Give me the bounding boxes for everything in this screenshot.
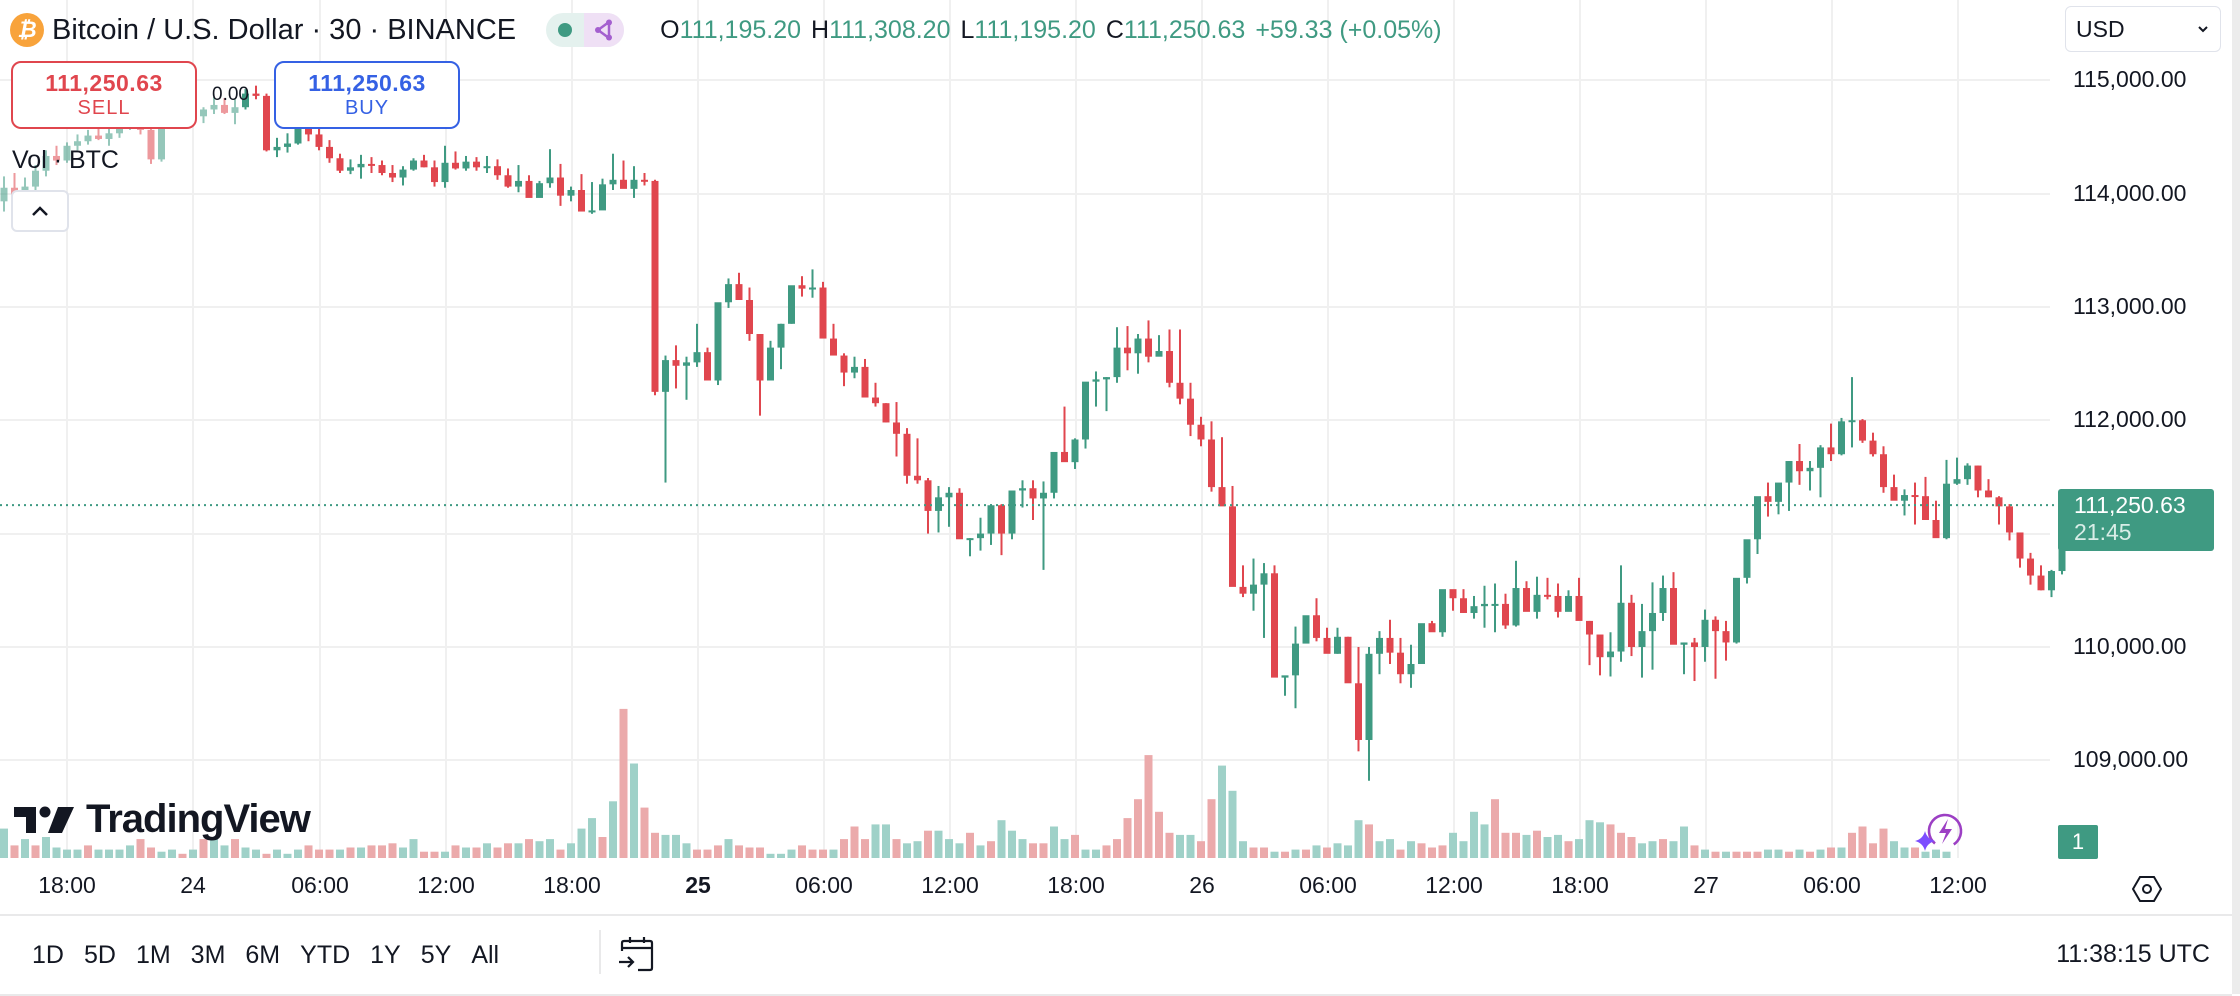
range-button-1d[interactable]: 1D xyxy=(32,941,64,969)
time-tick-label: 12:00 xyxy=(1425,872,1483,898)
price-tick-label: 110,000.00 xyxy=(2073,633,2187,659)
volume-indicator-label[interactable]: Vol · BTC xyxy=(12,146,119,174)
time-tick-label: 18:00 xyxy=(1047,872,1105,898)
bottom-toolbar: 1D 5D 1M 3M 6M YTD 1Y 5Y All 11:38:15 UTC xyxy=(0,914,2232,996)
close-value: 111,250.63 xyxy=(1123,15,1246,44)
buy-price: 111,250.63 xyxy=(308,70,426,96)
time-tick-label: 12:00 xyxy=(1929,872,1987,898)
high-value: 111,308.20 xyxy=(829,15,951,44)
candlestick-plot[interactable] xyxy=(0,0,2232,912)
range-button-5d[interactable]: 5D xyxy=(83,941,116,969)
market-open-indicator xyxy=(546,13,584,47)
range-button-1y[interactable]: 1Y xyxy=(370,941,401,969)
time-tick-label: 25 xyxy=(685,872,711,898)
right-gutter xyxy=(2232,0,2240,994)
sell-button[interactable]: 111,250.63 SELL xyxy=(11,61,197,129)
open-label: O xyxy=(660,15,680,44)
buy-button[interactable]: 111,250.63 BUY xyxy=(274,61,460,129)
indicator-value: 0.00 xyxy=(212,84,249,105)
time-tick-label: 06:00 xyxy=(291,872,349,898)
share-nodes-icon xyxy=(595,19,613,41)
close-label: C xyxy=(1105,15,1124,44)
market-status-pill[interactable] xyxy=(546,13,625,47)
utc-clock[interactable]: 11:38:15 UTC xyxy=(2056,940,2210,968)
high-label: H xyxy=(811,15,830,44)
range-button-3m[interactable]: 3M xyxy=(190,941,226,969)
low-label: L xyxy=(960,15,975,44)
time-tick-label: 26 xyxy=(1189,872,1215,898)
time-tick-label: 06:00 xyxy=(1803,872,1861,898)
time-tick-label: 27 xyxy=(1693,872,1719,898)
range-button-ytd[interactable]: YTD xyxy=(300,941,351,969)
sell-price: 111,250.63 xyxy=(45,70,163,96)
price-tick-label: 109,000.00 xyxy=(2073,746,2189,772)
range-button-6m[interactable]: 6M xyxy=(245,941,281,969)
ai-assistant-icon[interactable] xyxy=(1915,811,1965,855)
last-price-tag: 111,250.63 21:45 xyxy=(2058,489,2214,551)
currency-selected: USD xyxy=(2076,15,2125,42)
symbol-title[interactable]: Bitcoin / U.S. Dollar · 30 · BINANCE xyxy=(52,13,517,46)
price-tick-label: 114,000.00 xyxy=(2073,180,2187,206)
logo-text: TradingView xyxy=(86,797,311,841)
symbol-legend: ₿ Bitcoin / U.S. Dollar · 30 · BINANCE O… xyxy=(10,10,1442,50)
time-tick-label: 18:00 xyxy=(38,872,96,898)
price-tick-label: 113,000.00 xyxy=(2073,293,2187,319)
events-badge[interactable]: 1 xyxy=(2058,825,2098,859)
bitcoin-icon: ₿ xyxy=(10,13,44,47)
tradingview-logo[interactable]: TradingView xyxy=(14,797,311,842)
time-tick-label: 06:00 xyxy=(1299,872,1357,898)
chart-area[interactable] xyxy=(0,0,2232,912)
low-value: 111,195.20 xyxy=(974,15,1096,44)
toolbar-divider xyxy=(599,930,601,974)
time-tick-label: 24 xyxy=(180,872,206,898)
chart-settings-button[interactable] xyxy=(2130,872,2164,906)
hexagon-settings-icon xyxy=(2132,876,2162,902)
price-tick-label: 115,000.00 xyxy=(2073,66,2187,92)
time-tick-label: 18:00 xyxy=(543,872,601,898)
range-button-5y[interactable]: 5Y xyxy=(420,941,452,969)
time-tick-label: 06:00 xyxy=(795,872,853,898)
time-tick-label: 18:00 xyxy=(1551,872,1609,898)
currency-select[interactable]: USD xyxy=(2065,6,2221,52)
price-tick-label: 112,000.00 xyxy=(2073,406,2187,432)
bar-countdown: 21:45 xyxy=(2074,519,2132,545)
data-source-indicator xyxy=(584,13,625,47)
buy-label: BUY xyxy=(344,97,390,119)
green-dot-icon xyxy=(558,23,573,37)
range-button-all[interactable]: All xyxy=(471,941,500,969)
sell-label: SELL xyxy=(77,97,131,119)
range-button-1m[interactable]: 1M xyxy=(135,941,171,969)
open-value: 111,195.20 xyxy=(679,15,802,44)
tradingview-logo-icon xyxy=(14,806,74,833)
price-change: +59.33 (+0.05%) xyxy=(1255,15,1442,44)
last-price-value: 111,250.63 xyxy=(2074,492,2186,518)
ohlc-values: O111,195.20 H111,308.20 L111,195.20 C111… xyxy=(660,16,1441,45)
chevron-up-icon xyxy=(32,206,48,216)
go-to-date-button[interactable] xyxy=(617,934,657,974)
collapse-indicators-button[interactable] xyxy=(11,190,69,232)
time-tick-label: 12:00 xyxy=(417,872,475,898)
chevron-down-icon xyxy=(2198,26,2208,33)
calendar-goto-icon xyxy=(619,937,654,972)
time-tick-label: 12:00 xyxy=(921,872,979,898)
date-range-buttons: 1D 5D 1M 3M 6M YTD 1Y 5Y All xyxy=(22,940,509,970)
